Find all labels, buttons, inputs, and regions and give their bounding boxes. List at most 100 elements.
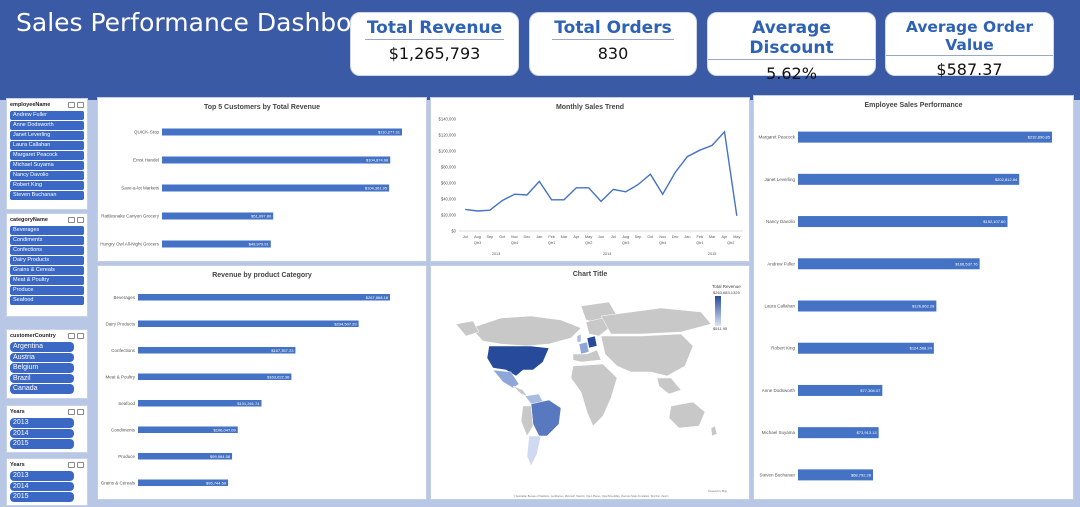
chart-map: Chart Title: [430, 265, 750, 500]
multi-select-icon[interactable]: [68, 101, 75, 108]
slicer-title: Years: [10, 408, 25, 415]
slicer-item[interactable]: Nancy Davolio: [10, 171, 84, 180]
bar[interactable]: [138, 320, 359, 328]
slicer-item[interactable]: 2014: [10, 428, 74, 438]
slicer-item[interactable]: Produce: [10, 286, 84, 295]
slicer-item[interactable]: Dairy Products: [10, 256, 84, 265]
slicer-item[interactable]: Robert King: [10, 181, 84, 190]
clear-filter-icon[interactable]: [77, 461, 84, 468]
kpi-label: Average Discount: [708, 18, 875, 60]
bar[interactable]: [138, 347, 296, 354]
bar[interactable]: [798, 384, 883, 396]
bar-value-label: $166,537.76: [955, 261, 978, 266]
bar[interactable]: [162, 128, 402, 136]
slicer-title: categoryName: [10, 216, 48, 223]
month-tick-label: Dec: [524, 235, 531, 239]
map-region-uk: [576, 333, 582, 343]
multi-select-icon[interactable]: [68, 332, 75, 339]
bar[interactable]: [138, 453, 233, 460]
bar-category-label: Grains & Cereals: [101, 480, 136, 485]
month-tick-label: Aug: [622, 235, 629, 239]
slicer-item[interactable]: Steven Buchanan: [10, 191, 84, 200]
kpi-value: $1,265,793: [388, 44, 481, 63]
map-region-canada: [470, 315, 582, 347]
slicer-title: employeeName: [10, 101, 51, 108]
bar-category-label: Meat & Poultry: [105, 374, 135, 379]
slicer-item[interactable]: 2015: [10, 439, 74, 449]
chart-title: Employee Sales Performance: [864, 102, 963, 109]
multi-select-icon[interactable]: [68, 216, 75, 223]
slicer-item[interactable]: Argentina: [10, 342, 74, 352]
map-legend-max: $263,683.1329: [713, 290, 740, 295]
slicer-item[interactable]: Laura Callahan: [10, 141, 84, 150]
slicer-item[interactable]: Michael Suyama: [10, 161, 84, 170]
bar[interactable]: [798, 216, 1008, 228]
bar[interactable]: [798, 173, 1020, 185]
bar[interactable]: [138, 294, 390, 301]
sales-line[interactable]: [465, 130, 738, 216]
month-tick-label: Nov: [511, 235, 518, 239]
clear-filter-icon[interactable]: [77, 408, 84, 415]
clear-filter-icon[interactable]: [77, 216, 84, 223]
slicer-item[interactable]: Beverages: [10, 226, 84, 235]
slicer-item[interactable]: Brazil: [10, 373, 74, 383]
slicer-item[interactable]: Janet Leverling: [10, 131, 84, 140]
slicer-item[interactable]: Canada: [10, 384, 74, 394]
bar-category-label: Dairy Products: [105, 321, 135, 326]
slicer-item[interactable]: Confections: [10, 246, 84, 255]
multi-select-icon[interactable]: [68, 461, 75, 468]
clear-filter-icon[interactable]: [77, 101, 84, 108]
clear-filter-icon[interactable]: [77, 332, 84, 339]
map-credit-bing: Powered by Bing: [708, 490, 728, 493]
month-tick-label: Mar: [561, 235, 568, 239]
bar-value-label: $77,308.07: [860, 388, 881, 393]
kpi-average-discount: Average Discount 5.62%: [707, 12, 876, 83]
slicer-item[interactable]: 2013: [10, 418, 74, 428]
slicer-item[interactable]: Condiments: [10, 236, 84, 245]
bar-value-label: $126,862.28: [912, 304, 935, 309]
y-tick-label: $0: [451, 229, 456, 234]
bar[interactable]: [798, 427, 879, 439]
slicer-item[interactable]: Seafood: [10, 296, 84, 305]
bar[interactable]: [162, 212, 274, 220]
multi-select-icon[interactable]: [68, 408, 75, 415]
bar[interactable]: [798, 469, 874, 481]
bar-category-label: Seafood: [118, 401, 135, 406]
slicer-item[interactable]: Grains & Cereals: [10, 266, 84, 275]
slicer-item[interactable]: Belgium: [10, 363, 74, 373]
quarter-tick-label: Qtr2: [585, 241, 592, 245]
slicer-item[interactable]: Andrew Fuller: [10, 111, 84, 120]
bar[interactable]: [798, 342, 934, 354]
bar[interactable]: [138, 426, 238, 434]
slicer-years-2: Years 2013 2014 2015: [6, 458, 88, 506]
bar[interactable]: [138, 400, 262, 407]
slicer-item[interactable]: 2015: [10, 492, 74, 502]
slicer-years: Years 2013 2014 2015: [6, 405, 88, 453]
bar[interactable]: [798, 258, 980, 270]
bar[interactable]: [798, 131, 1052, 143]
bar[interactable]: [162, 184, 390, 192]
bar[interactable]: [138, 373, 292, 381]
bar[interactable]: [798, 300, 937, 312]
month-tick-label: Sep: [486, 235, 493, 239]
chart-title: Monthly Sales Trend: [555, 104, 625, 111]
bar[interactable]: [162, 156, 391, 164]
kpi-label: Average Order Value: [886, 18, 1053, 56]
slicer-item[interactable]: Margaret Peacock: [10, 151, 84, 160]
bar[interactable]: [162, 240, 271, 248]
bar-category-label: Nancy Davolio: [766, 219, 796, 224]
slicer-item[interactable]: 2013: [10, 471, 74, 481]
bar[interactable]: [138, 479, 229, 487]
slicer-item[interactable]: 2014: [10, 481, 74, 491]
slicer-item[interactable]: Austria: [10, 352, 74, 362]
slicer-item[interactable]: Anne Dodsworth: [10, 121, 84, 130]
month-tick-label: Jan: [536, 235, 542, 239]
month-tick-label: Mar: [709, 235, 716, 239]
bar-value-label: $51,097.80: [251, 214, 272, 219]
year-tick-label: 2013: [492, 252, 500, 256]
world-map: Total Revenue $263,683.1329 $511.95 Powe…: [455, 284, 741, 498]
bar-category-label: Steven Buchanan: [759, 472, 795, 477]
kpi-label: Total Revenue: [364, 18, 505, 40]
slicer-item[interactable]: Meat & Poultry: [10, 276, 84, 285]
kpi-total-revenue: Total Revenue $1,265,793: [350, 12, 519, 76]
